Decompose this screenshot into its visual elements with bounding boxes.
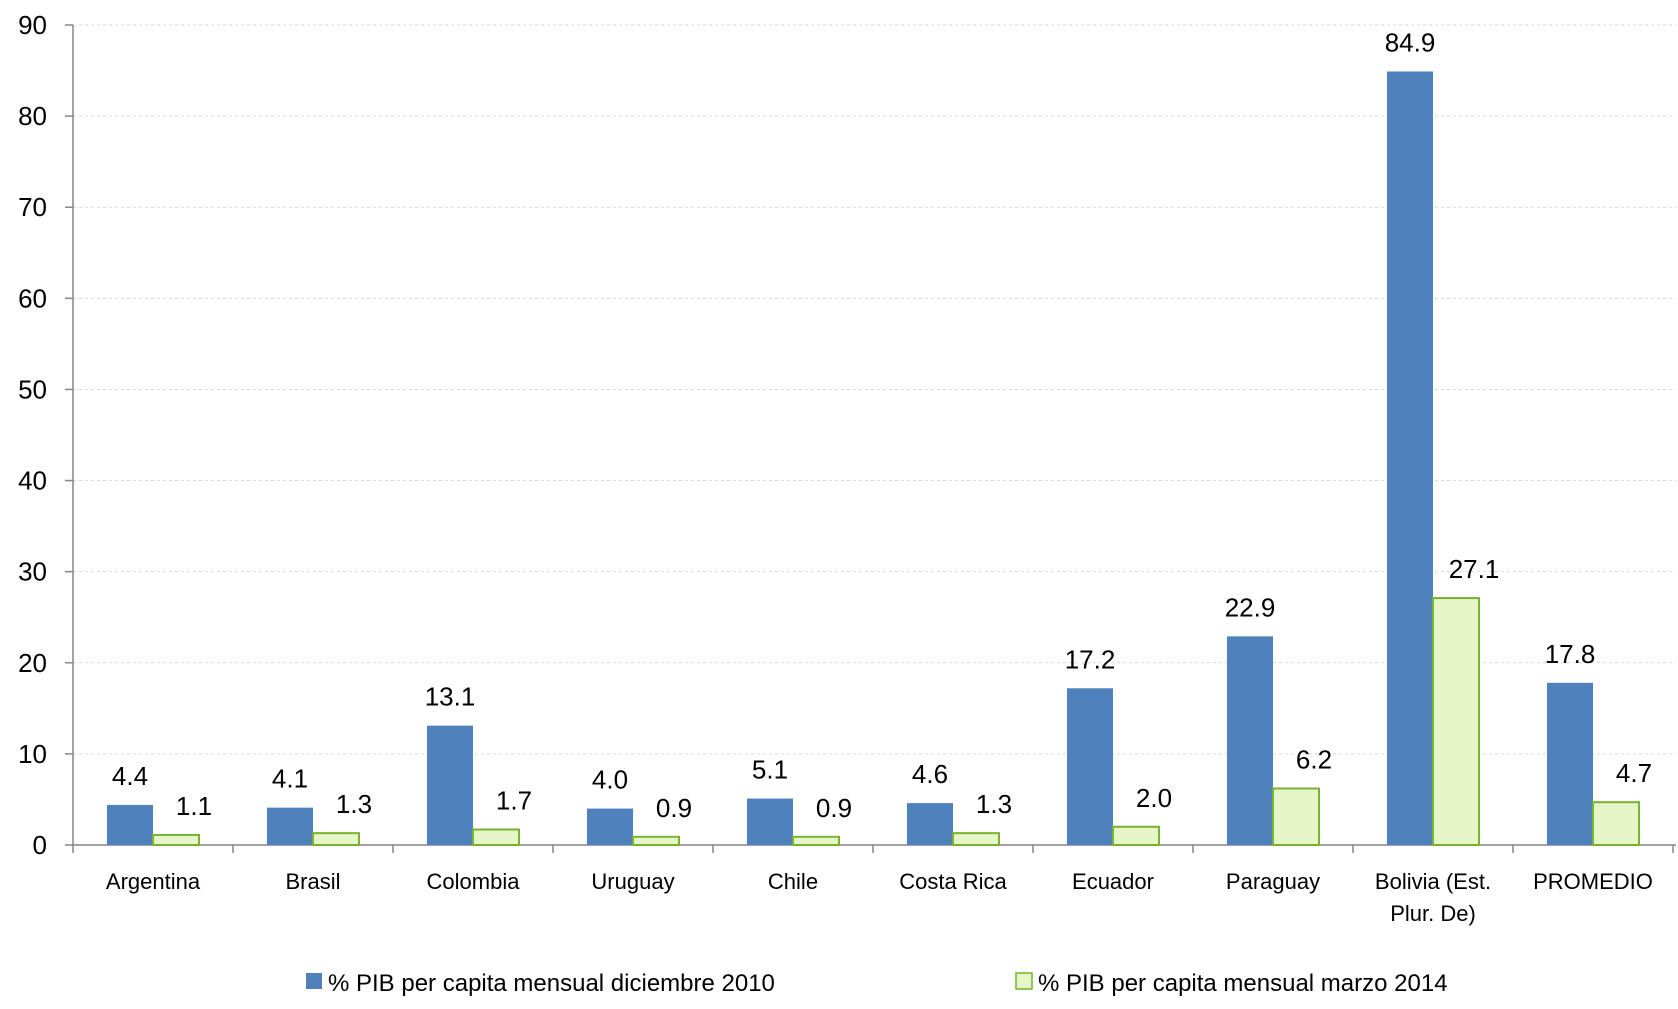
bar-2010: [427, 725, 473, 845]
legend-label: % PIB per capita mensual diciembre 2010: [328, 970, 775, 997]
data-label-2014: 4.7: [1616, 758, 1652, 788]
y-tick-label: 60: [18, 283, 47, 313]
bar-2014: [1272, 787, 1320, 846]
legend-item: % PIB per capita mensual diciembre 2010: [306, 970, 775, 997]
y-tick-label: 20: [18, 648, 47, 678]
bar-2014: [952, 832, 1000, 847]
bar-2014: [312, 832, 360, 847]
data-label-2010: 84.9: [1385, 27, 1436, 57]
data-label-2010: 17.8: [1545, 639, 1596, 669]
x-tick-label-line: Ecuador: [1072, 869, 1154, 894]
x-tick-label: Chile: [768, 869, 818, 894]
x-tick-label: Paraguay: [1226, 869, 1320, 894]
legend: % PIB per capita mensual diciembre 2010%…: [306, 970, 1448, 997]
bar-2014: [792, 835, 840, 846]
x-tick-label: Ecuador: [1072, 869, 1154, 894]
x-tick-label-line: Chile: [768, 869, 818, 894]
bar-2010: [107, 804, 153, 845]
x-axis: Argentina Brasil Colombia Uruguay Chile Costa…: [72, 844, 1676, 926]
data-labels: 4.4 1.1 4.1 1.3 13.1 1.7 4.0 0.9 5.1 0.9 4.6 1.3 17.…: [112, 27, 1652, 822]
data-label-2014: 6.2: [1296, 745, 1332, 775]
bar-2010: [267, 807, 313, 845]
data-label-2010: 4.6: [912, 759, 948, 789]
data-label-2010: 4.4: [112, 761, 148, 791]
bar-2010: [1547, 682, 1593, 845]
x-tick-label: Argentina: [106, 869, 201, 894]
bar-2014: [472, 828, 520, 846]
x-tick-label: Colombia: [427, 869, 521, 894]
y-tick-label: 70: [18, 192, 47, 222]
y-tick-label: 90: [18, 10, 47, 40]
x-tick-label-line: Bolivia (Est.: [1375, 869, 1491, 894]
x-tick-label-line: Paraguay: [1226, 869, 1320, 894]
data-label-2014: 1.1: [176, 791, 212, 821]
data-label-2014: 2.0: [1136, 783, 1172, 813]
y-tick-label: 80: [18, 101, 47, 131]
data-label-2014: 0.9: [816, 793, 852, 823]
x-tick-label-line: Colombia: [427, 869, 521, 894]
data-label-2010: 13.1: [425, 682, 476, 712]
y-tick-label: 10: [18, 739, 47, 769]
x-tick-label-line: Plur. De): [1390, 901, 1476, 926]
x-tick-label-line: Costa Rica: [899, 869, 1007, 894]
bar-2014: [1112, 825, 1160, 846]
bar-2010: [747, 798, 793, 845]
y-tick-label: 30: [18, 557, 47, 587]
data-label-2010: 22.9: [1225, 592, 1276, 622]
x-tick-label: Costa Rica: [899, 869, 1007, 894]
bar-2014: [152, 833, 200, 847]
y-tick-label: 50: [18, 374, 47, 404]
legend-swatch: [306, 973, 322, 989]
data-label-2014: 1.7: [496, 786, 532, 816]
legend-item: % PIB per capita mensual marzo 2014: [1015, 970, 1448, 997]
x-tick-label-line: Uruguay: [591, 869, 674, 894]
bars: [107, 71, 1640, 847]
x-tick-label: Brasil: [285, 869, 340, 894]
legend-swatch: [1015, 972, 1033, 990]
bar-2010: [1227, 636, 1273, 845]
data-label-2014: 0.9: [656, 793, 692, 823]
legend-label: % PIB per capita mensual marzo 2014: [1038, 970, 1448, 997]
y-tick-label: 40: [18, 466, 47, 496]
data-label-2014: 1.3: [336, 789, 372, 819]
data-label-2014: 27.1: [1449, 554, 1500, 584]
x-tick-label: Uruguay: [591, 869, 674, 894]
y-tick-label: 0: [33, 830, 47, 860]
bar-2010: [587, 808, 633, 845]
data-label-2010: 17.2: [1065, 644, 1116, 674]
bar-2014: [1592, 801, 1640, 847]
bar-2010: [907, 803, 953, 845]
data-label-2014: 1.3: [976, 789, 1012, 819]
bar-2014: [632, 835, 680, 846]
bar-2010: [1067, 688, 1113, 845]
data-label-2010: 5.1: [752, 755, 788, 785]
bar-2010: [1387, 71, 1433, 845]
x-tick-label: PROMEDIO: [1533, 869, 1653, 894]
x-tick-label: Bolivia (Est. Plur. De): [1375, 869, 1491, 926]
x-tick-label-line: Brasil: [285, 869, 340, 894]
data-label-2010: 4.0: [592, 765, 628, 795]
x-tick-label-line: PROMEDIO: [1533, 869, 1653, 894]
data-label-2010: 4.1: [272, 764, 308, 794]
bar-2014: [1432, 597, 1480, 846]
x-tick-label-line: Argentina: [106, 869, 201, 894]
y-axis: 0 10 20 30 40 50 60 70 80 90: [18, 10, 74, 860]
